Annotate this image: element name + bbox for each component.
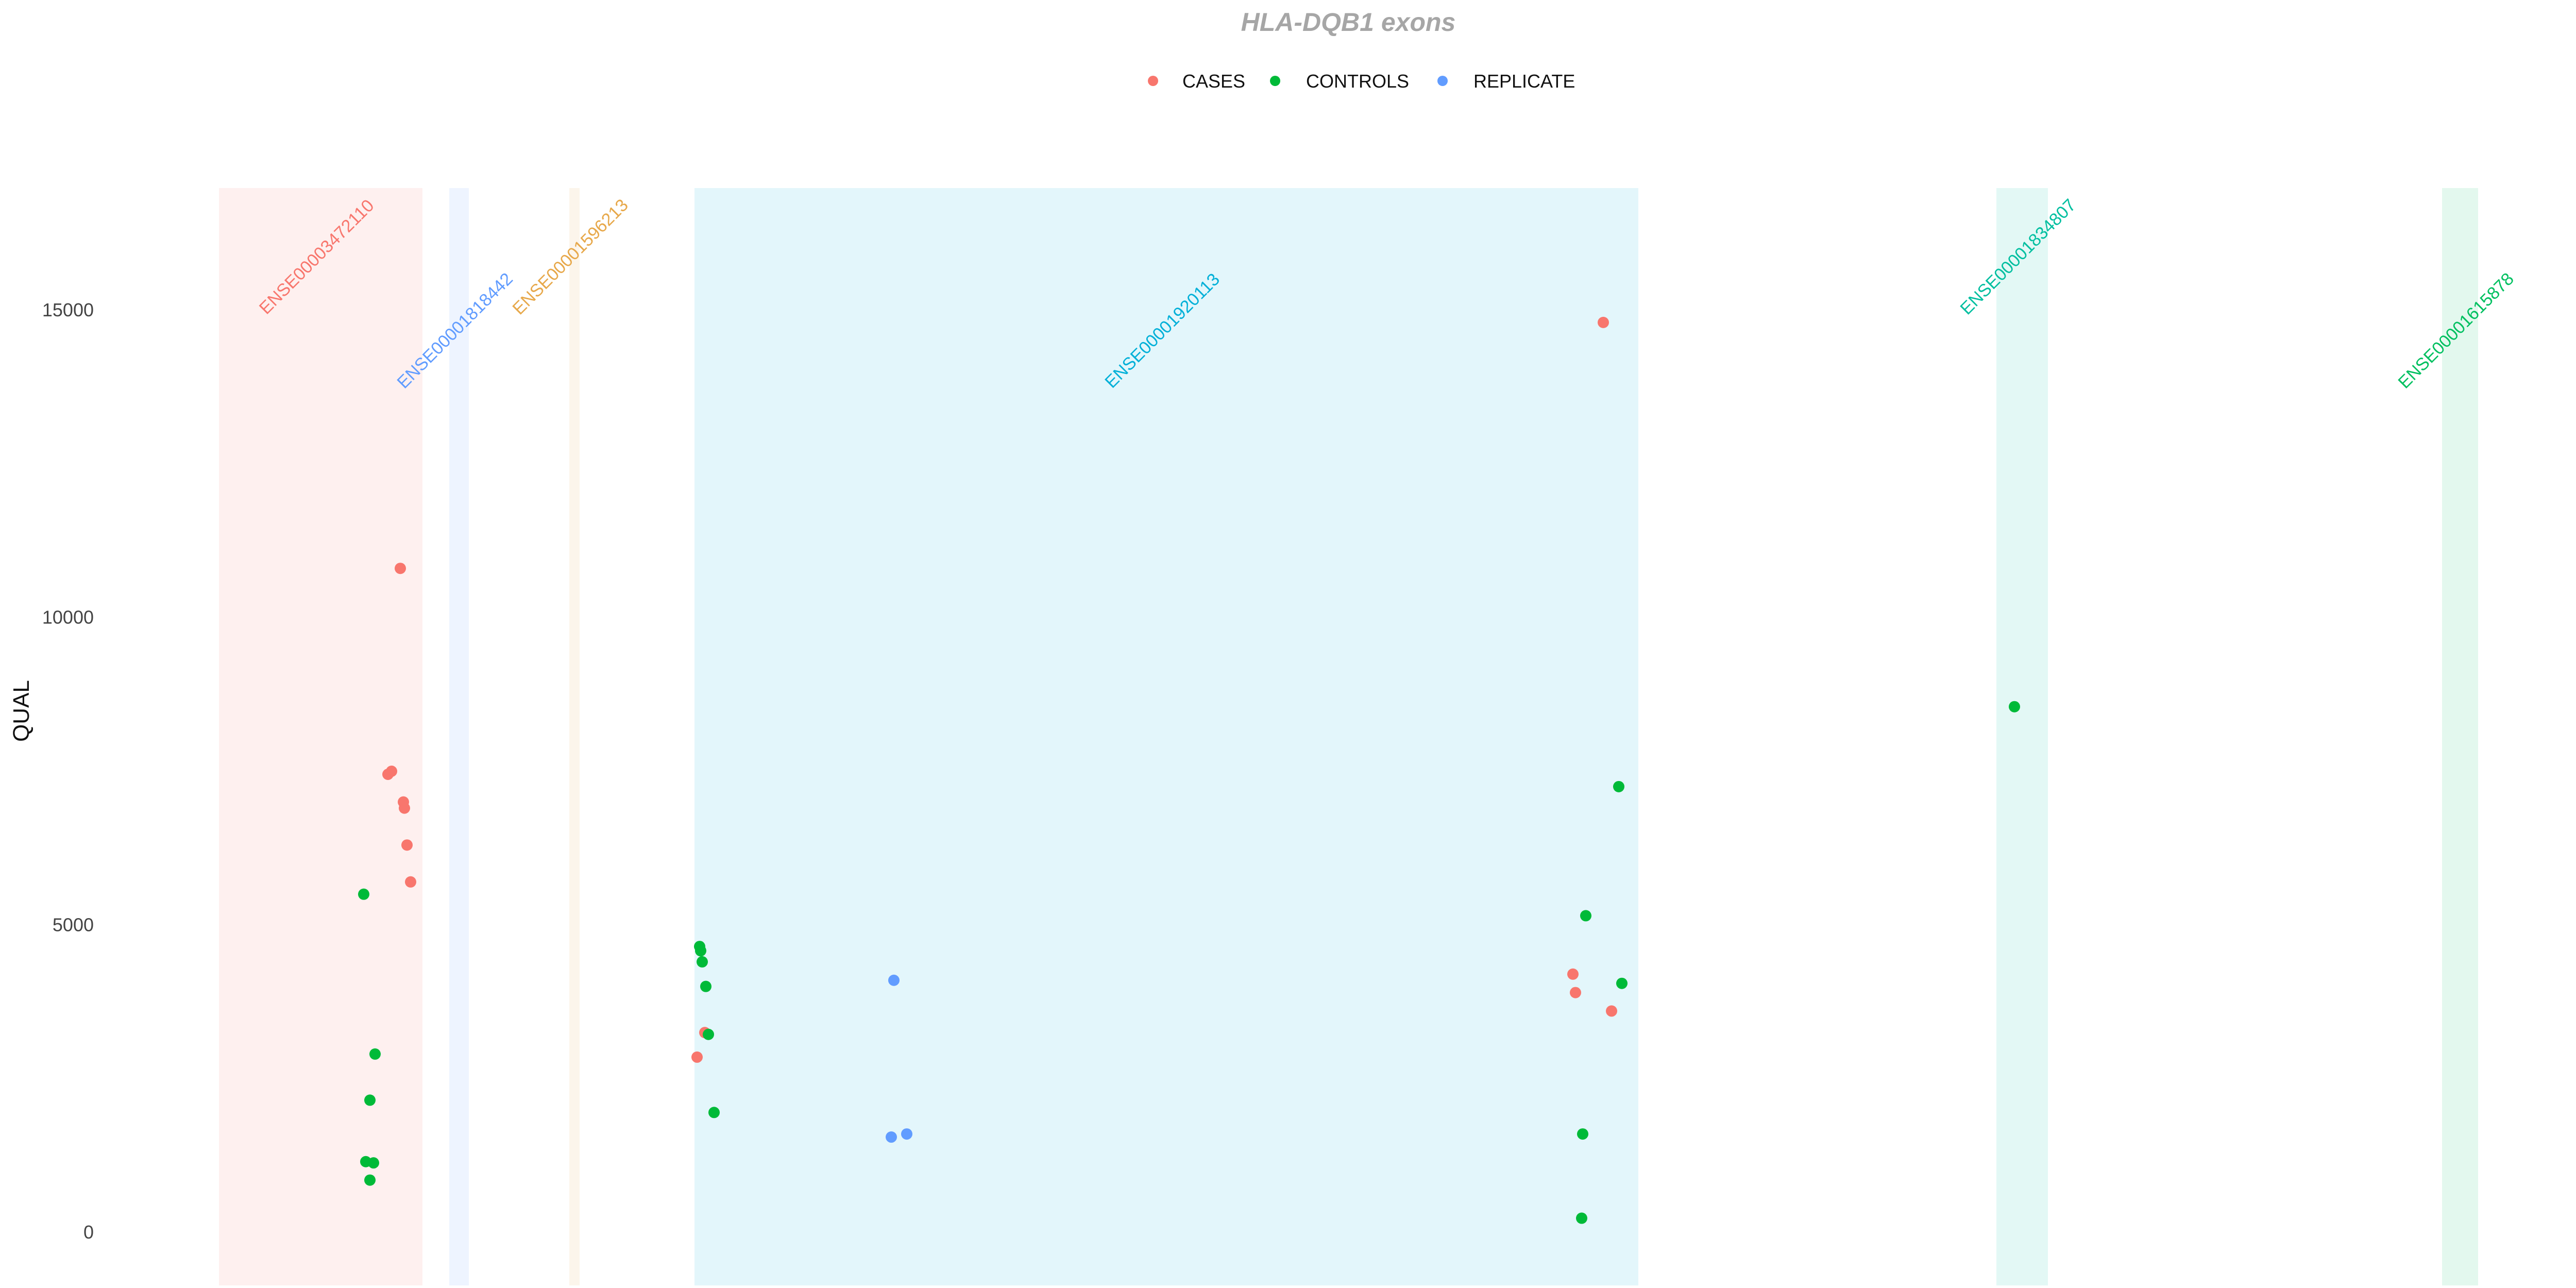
point-controls-14	[1580, 910, 1591, 922]
point-controls-15	[1616, 977, 1628, 989]
legend-label-cases: CASES	[1182, 71, 1245, 92]
point-cases-11	[1567, 968, 1579, 980]
point-controls-12	[708, 1107, 720, 1118]
point-cases-12	[1570, 987, 1581, 998]
exon-band-4	[694, 188, 1638, 1285]
exon-band-1	[219, 188, 422, 1285]
point-controls-2	[369, 1048, 381, 1060]
point-controls-5	[368, 1157, 379, 1169]
y-tick-label-2: 5000	[53, 914, 94, 935]
legend: CASES CONTROLS REPLICATE	[1148, 71, 1575, 92]
point-controls-6	[364, 1174, 376, 1186]
point-cases-1	[395, 563, 406, 574]
point-replicate-3	[901, 1128, 912, 1140]
point-controls-1	[358, 888, 369, 900]
chart-title: HLA-DQB1 exons	[1241, 8, 1456, 37]
point-replicate-1	[888, 974, 900, 986]
point-replicate-2	[886, 1131, 897, 1143]
legend-marker-cases	[1148, 76, 1158, 86]
y-axis: 0 5000 10000 15000	[42, 299, 94, 1243]
y-tick-label-3: 10000	[42, 607, 94, 628]
y-tick-label-1: 0	[83, 1222, 94, 1243]
y-tick-label-4: 15000	[42, 299, 94, 320]
exon-band-6	[2442, 188, 2478, 1285]
point-cases-8	[691, 1051, 703, 1063]
point-cases-5	[399, 802, 410, 814]
legend-label-controls: CONTROLS	[1306, 71, 1409, 92]
exon-band-5	[1996, 188, 2048, 1285]
legend-label-replicate: REPLICATE	[1473, 71, 1575, 92]
y-axis-title: QUAL	[9, 680, 34, 742]
legend-marker-replicate	[1437, 76, 1448, 86]
point-controls-11	[703, 1028, 714, 1040]
point-controls-10	[700, 980, 711, 992]
exon-bands	[219, 188, 2478, 1285]
exon-band-2	[449, 188, 469, 1285]
point-cases-13	[1606, 1005, 1617, 1017]
point-cases-3	[386, 766, 397, 777]
point-controls-3	[364, 1094, 376, 1106]
point-controls-8	[695, 945, 706, 957]
point-cases-6	[401, 839, 413, 851]
point-cases-7	[405, 876, 416, 888]
point-controls-18	[2009, 701, 2020, 713]
point-controls-9	[697, 956, 708, 968]
point-cases-10	[1598, 316, 1609, 328]
point-controls-17	[1576, 1212, 1587, 1224]
point-controls-16	[1577, 1128, 1588, 1140]
legend-marker-controls	[1270, 76, 1280, 86]
data-points	[358, 316, 2020, 1224]
exon-band-3	[569, 188, 580, 1285]
point-controls-13	[1613, 781, 1624, 792]
